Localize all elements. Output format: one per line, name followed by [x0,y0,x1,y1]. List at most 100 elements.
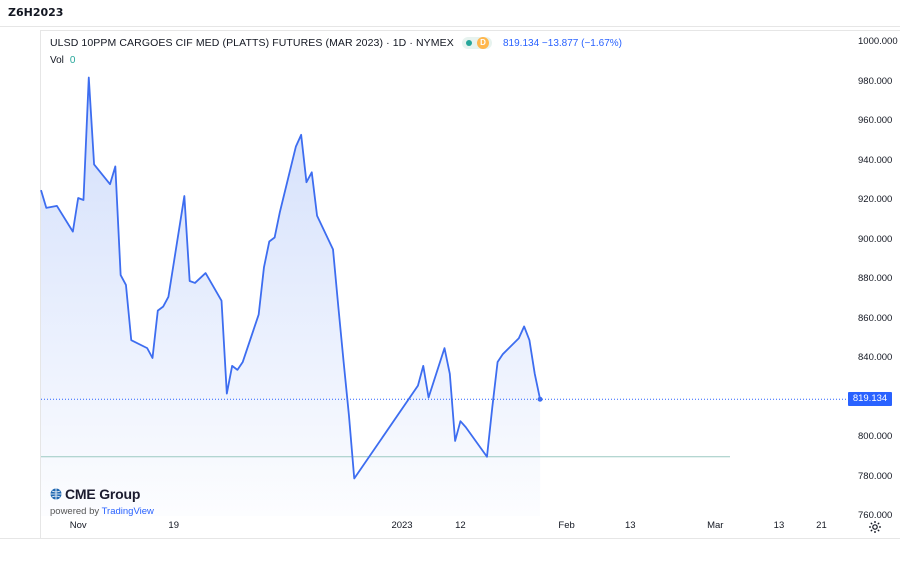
data-point [501,353,504,356]
data-point [225,392,228,395]
x-tick-label: Feb [558,520,575,531]
data-point [241,360,244,363]
data-point [294,145,297,148]
chart-left-border [40,30,41,538]
volume-legend[interactable]: Vol 0 [50,55,75,66]
x-tick-label: 12 [455,520,466,531]
logo-text: CME Group [65,486,141,502]
data-point [305,181,308,184]
last-price-tag: 819.134 [848,392,892,407]
data-point [183,195,186,198]
volume-value: 0 [69,55,76,66]
data-point [517,337,520,340]
cme-logo[interactable]: CME Group powered by TradingView [50,486,154,517]
data-point [278,210,281,213]
y-tick-label: 880.000 [858,273,893,284]
data-point [496,360,499,363]
bottom-divider [0,538,900,539]
x-tick-label: 13 [773,520,785,531]
volume-label: Vol [50,55,64,66]
y-tick-label: 900.000 [858,233,893,245]
market-open-dot [466,40,472,46]
data-point [40,189,43,192]
data-point [109,183,112,186]
data-point [416,384,419,387]
data-point [310,171,313,174]
data-point [151,357,154,360]
globe-icon [50,488,62,500]
y-tick-label: 800.000 [858,431,893,442]
data-point [427,396,430,399]
data-point [268,240,271,243]
x-tick-label: 19 [168,520,180,531]
data-point [156,309,159,312]
x-tick-label: Mar [707,520,724,531]
chart-title[interactable]: ULSD 10PPM CARGOES CIF MED (PLATTS) FUTU… [50,37,454,49]
data-point [459,420,462,423]
tradingview-link[interactable]: TradingView [101,506,154,517]
area-fill [41,77,541,517]
data-point [342,360,345,363]
gear-icon[interactable] [868,520,882,534]
y-tick-label: 960.000 [858,115,893,126]
y-tick-label: 980.000 [858,75,893,87]
market-status-icon[interactable]: D [462,37,492,49]
x-tick-label: 2023 [391,520,413,531]
powered-by-text: powered by [50,506,100,517]
data-point [220,299,223,302]
y-tick-label: 920.000 [858,194,893,205]
data-point [231,364,234,367]
data-point [77,197,80,200]
data-point [347,414,350,417]
data-point [464,426,467,429]
series-line [40,76,541,480]
symbol-label[interactable]: Z6H2023 [8,6,64,19]
data-point [130,339,133,342]
data-point [114,165,117,168]
data-point [124,283,127,286]
price-change: 819.134 −13.877 (−1.67%) [503,38,622,49]
data-point [82,199,85,202]
y-tick-label: 860.000 [858,312,893,324]
data-point [273,236,276,239]
data-point [257,313,260,316]
data-point [146,347,149,350]
data-point [45,206,48,209]
data-point [193,281,196,284]
data-point [236,368,239,371]
data-point [533,372,536,375]
top-bar: Z6H2023 [0,0,900,27]
x-tick-label: 21 [816,520,827,531]
chart-frame [40,30,900,539]
data-point [491,406,494,409]
data-point [528,339,531,342]
data-point [454,439,457,442]
data-point [119,274,122,277]
y-tick-label: 840.000 [858,352,893,363]
data-point [300,133,303,136]
x-tick-label: 13 [625,520,636,531]
data-point [316,214,319,217]
data-point [262,266,265,269]
data-point [523,325,526,328]
data-point [422,364,425,367]
data-point [204,272,207,275]
data-point [353,477,356,480]
data-point [93,163,96,166]
data-point [443,347,446,350]
data-point [188,279,191,282]
data-point [87,76,90,79]
data-point [448,372,451,375]
delayed-badge: D [477,37,489,49]
chart-legend: ULSD 10PPM CARGOES CIF MED (PLATTS) FUTU… [50,37,454,49]
data-point [337,305,340,308]
data-point [332,248,335,251]
data-point [162,305,165,308]
y-tick-label: 780.000 [858,470,893,482]
x-tick-label: Nov [69,520,87,531]
data-point [71,230,74,233]
y-tick-label: 940.000 [858,154,893,166]
data-point [167,295,170,298]
last-point [537,396,543,402]
